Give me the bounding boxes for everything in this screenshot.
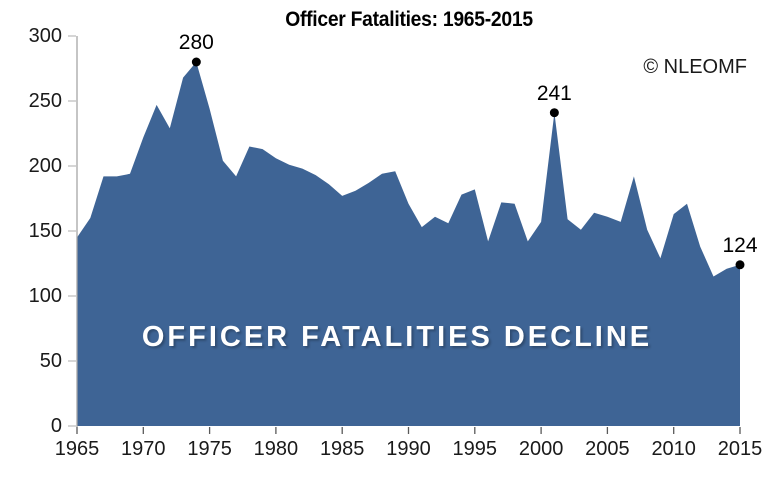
fatalities-area-series bbox=[77, 62, 740, 426]
x-tick-label: 1990 bbox=[386, 438, 431, 460]
annotation-dot bbox=[191, 57, 201, 67]
y-tick-label: 150 bbox=[28, 220, 62, 242]
x-tick-label: 1970 bbox=[121, 438, 166, 460]
x-tick-label: 2015 bbox=[717, 438, 763, 460]
annotation-dot bbox=[549, 108, 559, 118]
y-tick-label: 200 bbox=[28, 155, 62, 177]
x-tick-label: 2010 bbox=[651, 438, 696, 460]
x-tick-label: 2000 bbox=[518, 438, 564, 460]
overlay-caption: OFFICER FATALITIES DECLINE bbox=[141, 321, 653, 353]
y-tick-label: 250 bbox=[28, 90, 62, 112]
annotation-label: 241 bbox=[536, 81, 572, 105]
chart-title: Officer Fatalities: 1965-2015 bbox=[285, 8, 533, 31]
annotation-label: 124 bbox=[722, 233, 758, 257]
x-tick-label: 1995 bbox=[452, 438, 498, 460]
y-tick-label: 100 bbox=[28, 285, 62, 307]
annotation-label: 280 bbox=[178, 31, 214, 54]
x-tick-label: 1985 bbox=[319, 438, 365, 460]
y-tick-label: 0 bbox=[50, 415, 62, 437]
x-tick-label: 2005 bbox=[585, 438, 630, 460]
y-tick-label: 50 bbox=[39, 350, 62, 372]
y-tick-label: 300 bbox=[28, 25, 62, 47]
annotation-dot bbox=[735, 260, 745, 270]
copyright-label: © NLEOMF bbox=[643, 56, 747, 78]
x-tick-label: 1980 bbox=[253, 438, 299, 460]
x-tick-label: 1975 bbox=[187, 438, 232, 460]
x-tick-label: 1965 bbox=[54, 438, 100, 460]
